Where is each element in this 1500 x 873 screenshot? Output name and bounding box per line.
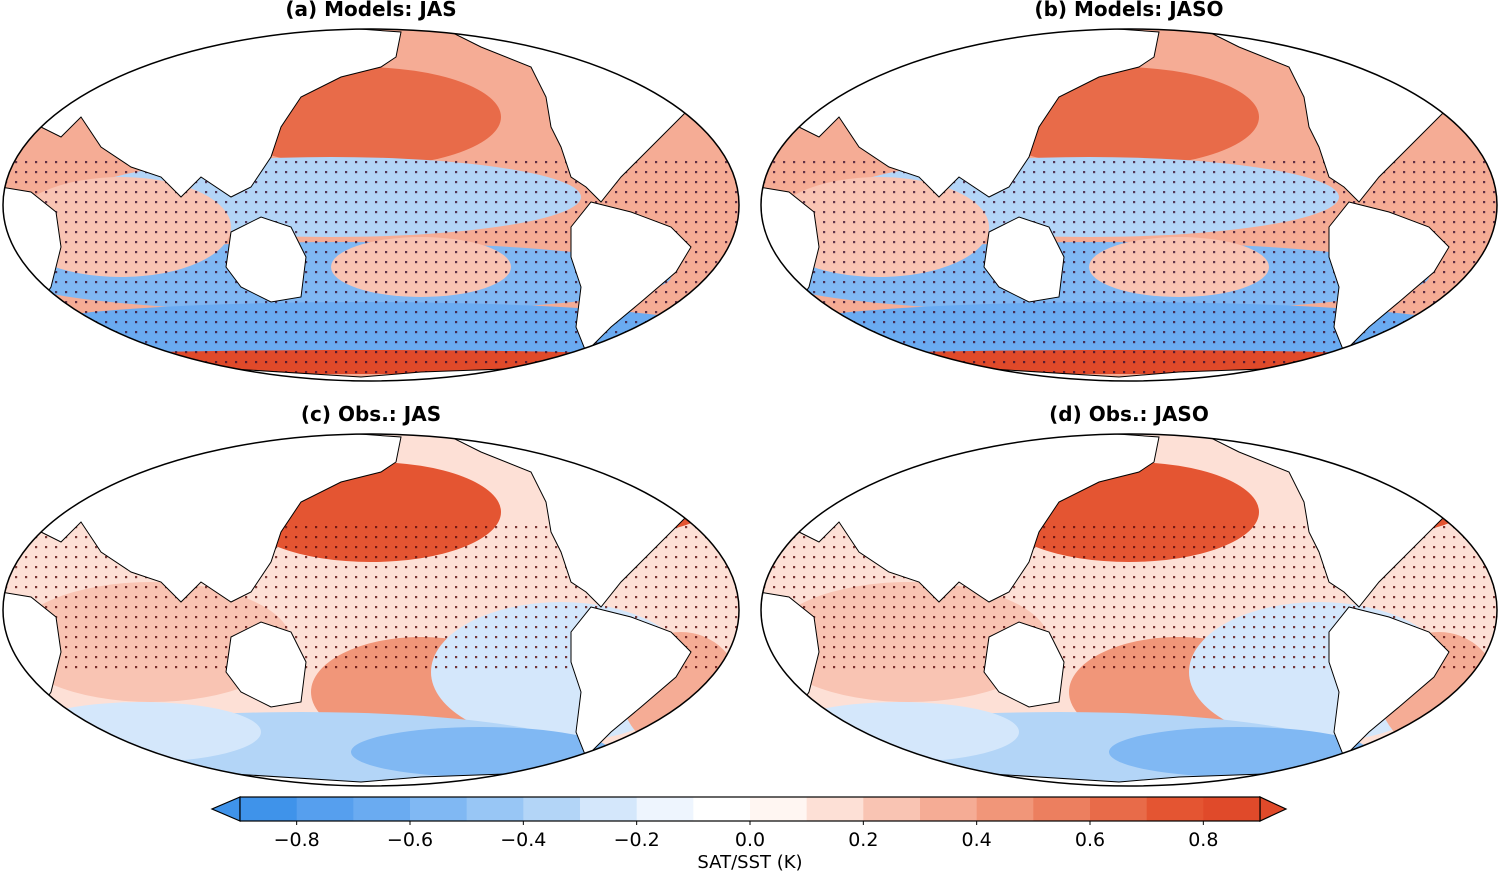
- panel-title-c: (c) Obs.: JAS: [300, 402, 442, 426]
- colorbar-band: [693, 797, 751, 821]
- colorbar: [210, 796, 1288, 825]
- map-boundary: [2, 433, 740, 787]
- landmass: [570, 606, 692, 758]
- map-panel-a: [2, 28, 740, 382]
- colorbar-band: [466, 797, 524, 821]
- colorbar-extend-high: [1259, 796, 1288, 822]
- colorbar-band: [1090, 797, 1148, 821]
- panel-title-b: (b) Models: JASO: [1034, 0, 1224, 21]
- map-panel-c: [2, 433, 740, 787]
- colorbar-band: [580, 797, 638, 821]
- colorbar-tick: 0.2: [848, 829, 879, 851]
- colorbar-tick: −0.8: [273, 829, 320, 851]
- colorbar-band: [920, 797, 978, 821]
- landmass: [983, 216, 1065, 303]
- colorbar-band: [976, 797, 1034, 821]
- colorbar-band: [636, 797, 694, 821]
- colorbar-tick: −0.6: [386, 829, 434, 851]
- colorbar-tick: 0.6: [1074, 829, 1106, 851]
- colorbar-band: [1146, 797, 1204, 821]
- landmass: [1328, 606, 1450, 758]
- colorbar-band: [750, 797, 808, 821]
- colorbar-tick: 0.8: [1188, 829, 1219, 851]
- anomaly-region: [779, 702, 1019, 762]
- anomaly-region: [351, 727, 611, 777]
- map-boundary: [760, 433, 1498, 787]
- colorbar-tick: 0.0: [734, 829, 766, 851]
- landmass: [983, 621, 1065, 708]
- colorbar-tick: −0.2: [613, 829, 660, 851]
- colorbar-band: [1203, 797, 1261, 821]
- landmass: [1328, 201, 1450, 353]
- colorbar-label: SAT/SST (K): [697, 852, 803, 873]
- colorbar-band: [240, 797, 298, 821]
- landmass: [225, 216, 307, 303]
- colorbar-band: [863, 797, 921, 821]
- colorbar-band: [410, 797, 468, 821]
- landmass: [570, 201, 692, 353]
- colorbar-band: [523, 797, 581, 821]
- map-boundary: [760, 28, 1498, 382]
- map-panel-b: [760, 28, 1498, 382]
- colorbar-extend-low: [210, 796, 241, 822]
- colorbar-tick: 0.4: [961, 829, 992, 851]
- landmass: [225, 621, 307, 708]
- colorbar-band: [806, 797, 864, 821]
- colorbar-band: [1033, 797, 1091, 821]
- colorbar-tick: −0.4: [500, 829, 547, 851]
- panel-title-d: (d) Obs.: JASO: [1049, 402, 1209, 426]
- map-panel-d: [760, 433, 1498, 787]
- anomaly-region: [21, 702, 261, 762]
- anomaly-region: [1109, 727, 1369, 777]
- colorbar-band: [353, 797, 411, 821]
- panel-title-a: (a) Models: JAS: [285, 0, 457, 21]
- map-boundary: [2, 28, 740, 382]
- colorbar-band: [296, 797, 354, 821]
